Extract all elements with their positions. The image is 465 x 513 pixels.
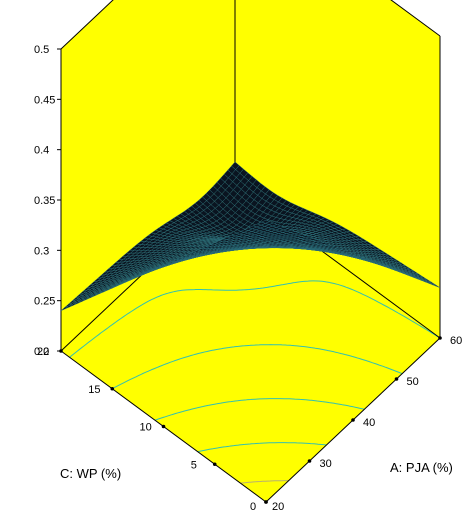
contour-line xyxy=(69,280,441,358)
floor-contours xyxy=(69,280,441,484)
y-tick-mark xyxy=(110,386,115,391)
z-tick-label: 0.3 xyxy=(34,245,49,257)
z-tick-label: 0.25 xyxy=(34,296,55,308)
z-tick-label: 0.45 xyxy=(34,94,55,106)
frame-edge xyxy=(390,0,441,37)
y-tick-mark xyxy=(59,349,63,353)
contour-line xyxy=(197,442,327,453)
x-axis-title: A: PJA (%) xyxy=(390,460,453,475)
back-wall-right xyxy=(235,0,440,338)
contour-line xyxy=(240,480,289,484)
back-wall-left xyxy=(61,0,235,351)
z-tick-label: 0.4 xyxy=(34,145,49,157)
z-axis: 0.2 0.25 0.3 0.35 0.4 0.45 0.5 xyxy=(34,44,61,358)
x-tick-mark xyxy=(351,418,355,422)
x-tick-mark xyxy=(307,459,312,463)
x-tick-label: 20 xyxy=(272,501,284,513)
y-tick-mark xyxy=(212,462,217,467)
x-tick-label: 50 xyxy=(407,376,419,388)
x-tick-label: 40 xyxy=(363,417,375,429)
y-axis-title: C: WP (%) xyxy=(60,466,121,481)
y-tick-label: 10 xyxy=(140,422,152,434)
contour-line xyxy=(154,398,365,421)
y-tick-label: 20 xyxy=(37,346,49,358)
z-tick-label: 0.2 xyxy=(34,346,49,358)
x-tick-mark xyxy=(394,377,399,381)
x-axis: 20 30 40 50 60 xyxy=(264,335,462,513)
response-surface xyxy=(60,161,441,311)
z-tick-label: 0.35 xyxy=(34,195,55,207)
x-tick-label: 30 xyxy=(320,458,332,470)
y-tick-label: 5 xyxy=(191,459,197,471)
y-tick-label: 0 xyxy=(250,501,256,513)
surface-cell xyxy=(261,219,271,224)
z-tick-label: 0.5 xyxy=(34,44,49,56)
y-tick-label: 15 xyxy=(88,384,100,396)
x-tick-mark xyxy=(438,336,442,340)
y-tick-mark xyxy=(161,424,166,429)
frame-edge xyxy=(60,0,114,50)
x-tick-label: 60 xyxy=(450,335,462,347)
x-tick-mark xyxy=(264,500,268,504)
